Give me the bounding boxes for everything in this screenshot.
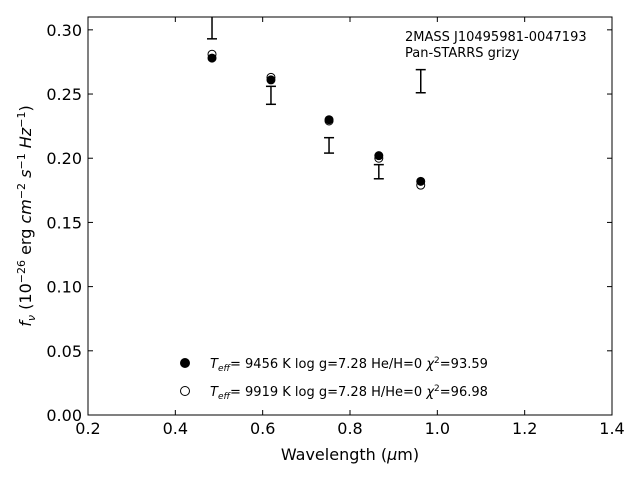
legend-2-chi2: =96.98: [440, 385, 488, 400]
x-tick-label: 1.4: [599, 419, 624, 438]
legend-marker-filled: [180, 358, 190, 368]
y-tick-label: 0.05: [46, 342, 82, 361]
model-point-filled: [207, 53, 217, 63]
x-tick-label: 0.2: [75, 419, 100, 438]
y-tick-label: 0.20: [46, 149, 82, 168]
legend-entry-1: Teff= 9456 K log g=7.28 He/H=0 χ2=93.59: [210, 356, 488, 374]
legend-2-logg: log g=7.28: [295, 385, 367, 400]
y-axis-title: fν (10−26 erg cm−2 s−1 Hz−1): [15, 105, 38, 326]
legend: Teff= 9456 K log g=7.28 He/H=0 χ2=93.59 …: [180, 356, 488, 402]
legend-2-comp: H/He=0: [371, 385, 422, 400]
legend-marker-open: [180, 386, 190, 396]
legend-entry-2: Teff= 9919 K log g=7.28 H/He=0 χ2=96.98: [210, 384, 488, 402]
model-point-filled: [416, 176, 426, 186]
observed-errorbar: [324, 136, 335, 154]
observed-errorbar: [373, 163, 384, 180]
observed-errorbar: [207, 17, 218, 40]
model-point-filled: [324, 115, 334, 125]
x-tick-label: 0.4: [163, 419, 188, 438]
legend-1-teff: 9456 K: [245, 357, 291, 372]
model-point-filled: [374, 151, 384, 161]
legend-1-logg: log g=7.28: [295, 357, 367, 372]
y-tick-label: 0.25: [46, 85, 82, 104]
object-name-annotation: 2MASS J10495981-0047193: [405, 30, 587, 45]
survey-annotation: Pan-STARRS grizy: [405, 46, 520, 61]
y-tick-label: 0.15: [46, 213, 82, 232]
plot-frame: [87, 16, 613, 416]
y-tick-label: 0.00: [46, 406, 82, 425]
x-tick-label: 0.6: [250, 419, 275, 438]
x-tick-label: 0.8: [337, 419, 362, 438]
legend-1-chi2: =93.59: [440, 357, 488, 372]
legend-1-comp: He/H=0: [371, 357, 422, 372]
x-axis-title: Wavelength (μm): [281, 445, 419, 464]
observed-errorbar: [265, 85, 276, 106]
y-tick-label: 0.10: [46, 278, 82, 297]
x-tick-label: 1.2: [512, 419, 537, 438]
x-tick-label: 1.0: [425, 419, 450, 438]
model-point-filled: [266, 75, 276, 85]
observed-errorbar: [415, 68, 426, 94]
legend-2-teff: 9919 K: [245, 385, 291, 400]
y-tick-label: 0.30: [46, 21, 82, 40]
